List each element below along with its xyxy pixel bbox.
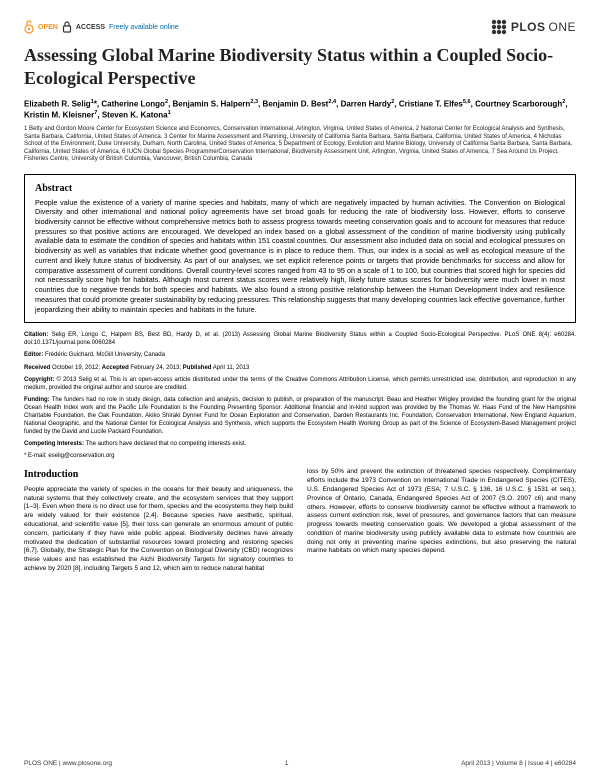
copyright-text: © 2013 Selig et al. This is an open-acce… [24,377,576,391]
column-left: Introduction People appreciate the varie… [24,468,293,573]
published-label: Published [183,365,212,371]
abstract-box: Abstract People value the existence of a… [24,174,576,324]
competing-line: Competing Interests: The authors have de… [24,440,576,448]
intro-p2: loss by 50% and prevent the extinction o… [307,468,576,556]
top-bar: OPEN ACCESS Freely available online PLOS… [24,18,576,36]
abstract-body: People value the existence of a variety … [35,198,565,315]
accepted-text: February 24, 2013; [129,365,183,371]
competing-label: Competing Interests: [24,441,84,447]
authors-line: Elizabeth R. Selig1*, Catherine Longo2, … [24,99,576,121]
received-label: Received [24,365,50,371]
citation-label: Citation: [24,332,48,338]
lock-icon [62,20,72,34]
funding-line: Funding: The funders had no role in stud… [24,396,576,436]
column-right: loss by 50% and prevent the extinction o… [307,468,576,573]
editor-text: Frédéric Guichard, McGill University, Ca… [43,352,165,358]
abstract-title: Abstract [35,183,565,194]
affiliations: 1 Betty and Gordon Moore Center for Ecos… [24,126,576,164]
editor-label: Editor: [24,352,43,358]
competing-text: The authors have declared that no compet… [84,441,246,447]
citation-text: Selig ER, Longo C, Halpern BS, Best BD, … [24,332,576,346]
footer-left: PLOS ONE | www.plosone.org [24,760,112,767]
page-footer: PLOS ONE | www.plosone.org 1 April 2013 … [24,760,576,767]
funding-text: The funders had no role in study design,… [24,397,576,435]
open-access-badge: OPEN ACCESS Freely available online [24,20,179,34]
footer-right: April 2013 | Volume 8 | Issue 4 | e60284 [461,760,576,767]
received-text: October 19, 2012; [50,365,101,371]
editor-line: Editor: Frédéric Guichard, McGill Univer… [24,351,576,359]
oa-tagline: Freely available online [109,24,179,31]
published-text: April 11, 2013 [211,365,249,371]
accepted-label: Accepted [102,365,129,371]
plos-sub-text: ONE [548,20,576,34]
body-columns: Introduction People appreciate the varie… [24,468,576,573]
intro-title: Introduction [24,468,293,482]
oa-access-text: ACCESS [76,24,105,31]
plos-brand-text: PLOS [511,20,546,34]
footer-center: 1 [285,760,289,767]
dates-line: Received October 19, 2012; Accepted Febr… [24,364,576,372]
lock-open-icon [24,20,34,34]
plos-dots-icon [490,18,508,36]
plos-logo: PLOS ONE [490,18,576,36]
email-line: * E-mail: eselig@conservation.org [24,452,576,460]
copyright-label: Copyright: [24,377,54,383]
intro-p1: People appreciate the variety of species… [24,486,293,574]
oa-open-text: OPEN [38,24,58,31]
page-title: Assessing Global Marine Biodiversity Sta… [24,44,576,89]
copyright-line: Copyright: © 2013 Selig et al. This is a… [24,376,576,392]
citation-line: Citation: Selig ER, Longo C, Halpern BS,… [24,331,576,347]
funding-label: Funding: [24,397,50,403]
